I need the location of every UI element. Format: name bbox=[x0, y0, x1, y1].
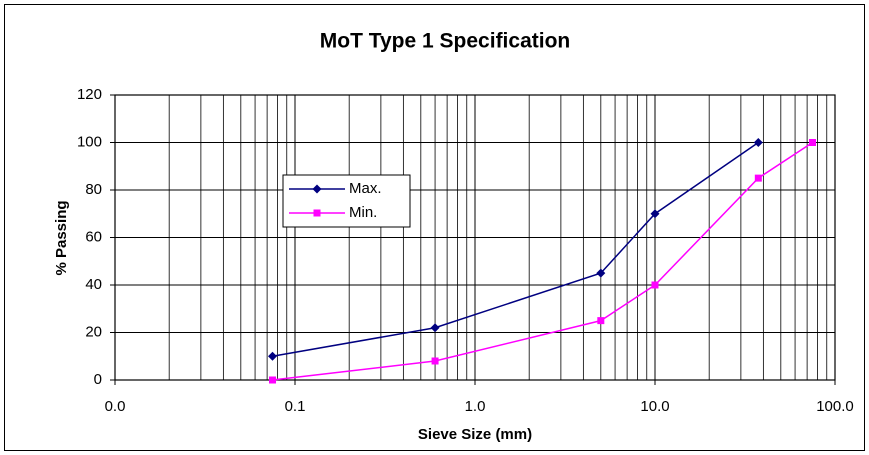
x-tick-label: 1.0 bbox=[465, 398, 486, 415]
legend-marker bbox=[312, 184, 322, 194]
y-axis-label: % Passing bbox=[53, 200, 70, 275]
plot-area bbox=[114, 94, 836, 381]
chart-title: MoT Type 1 Specification bbox=[320, 30, 570, 53]
point bbox=[431, 357, 439, 365]
legend-label: Max. bbox=[349, 180, 382, 197]
x-tick-label: 100.0 bbox=[816, 398, 854, 415]
point bbox=[753, 138, 763, 147]
point bbox=[651, 281, 659, 289]
x-tick-label: 10.0 bbox=[640, 398, 669, 415]
y-tick-label: 0 bbox=[94, 371, 102, 388]
point bbox=[754, 174, 762, 182]
series-line bbox=[272, 141, 813, 381]
point bbox=[596, 268, 606, 278]
y-tick-label: 60 bbox=[85, 228, 102, 245]
point bbox=[430, 323, 440, 333]
chart-frame bbox=[4, 4, 865, 451]
legend-box bbox=[282, 174, 411, 228]
x-axis-label: Sieve Size (mm) bbox=[418, 426, 532, 443]
point bbox=[268, 351, 278, 361]
point bbox=[809, 139, 817, 146]
point bbox=[597, 317, 605, 325]
point bbox=[269, 376, 277, 384]
y-tick-label: 20 bbox=[85, 323, 102, 340]
x-tick-label: 0.1 bbox=[285, 398, 306, 415]
y-tick-label: 40 bbox=[85, 276, 102, 293]
y-tick-label: 100 bbox=[77, 133, 102, 150]
legend-marker bbox=[313, 209, 321, 217]
legend-label: Min. bbox=[349, 204, 377, 221]
point bbox=[650, 209, 660, 219]
y-tick-label: 120 bbox=[77, 86, 102, 103]
y-tick-label: 80 bbox=[85, 181, 102, 198]
x-tick-label: 0.0 bbox=[105, 398, 126, 415]
